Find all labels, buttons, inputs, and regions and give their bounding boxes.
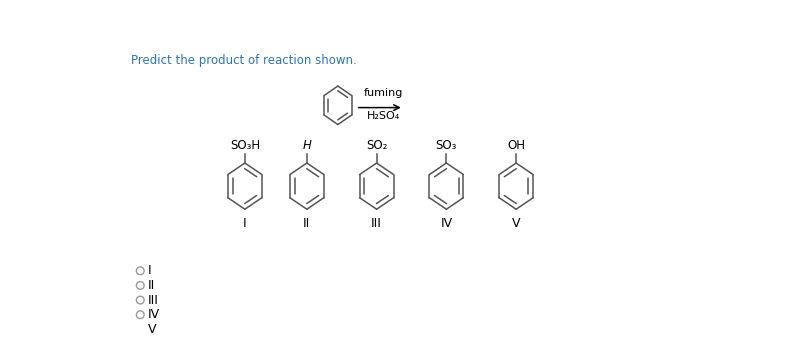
Text: SO₂: SO₂	[366, 139, 387, 152]
Text: II: II	[303, 217, 310, 230]
Text: IV: IV	[440, 217, 452, 230]
Text: Predict the product of reaction shown.: Predict the product of reaction shown.	[131, 55, 356, 67]
Text: OH: OH	[507, 139, 525, 152]
Text: I: I	[148, 264, 152, 277]
Text: I: I	[242, 217, 247, 230]
Text: III: III	[371, 217, 382, 230]
Text: SO₃: SO₃	[436, 139, 457, 152]
Text: V: V	[511, 217, 520, 230]
Text: II: II	[148, 279, 155, 292]
Text: fuming: fuming	[363, 88, 403, 98]
Text: V: V	[148, 323, 157, 336]
Text: III: III	[148, 294, 159, 306]
Text: H: H	[302, 139, 311, 152]
Text: H₂SO₄: H₂SO₄	[367, 111, 400, 121]
Text: SO₃H: SO₃H	[230, 139, 260, 152]
Text: IV: IV	[148, 308, 160, 321]
